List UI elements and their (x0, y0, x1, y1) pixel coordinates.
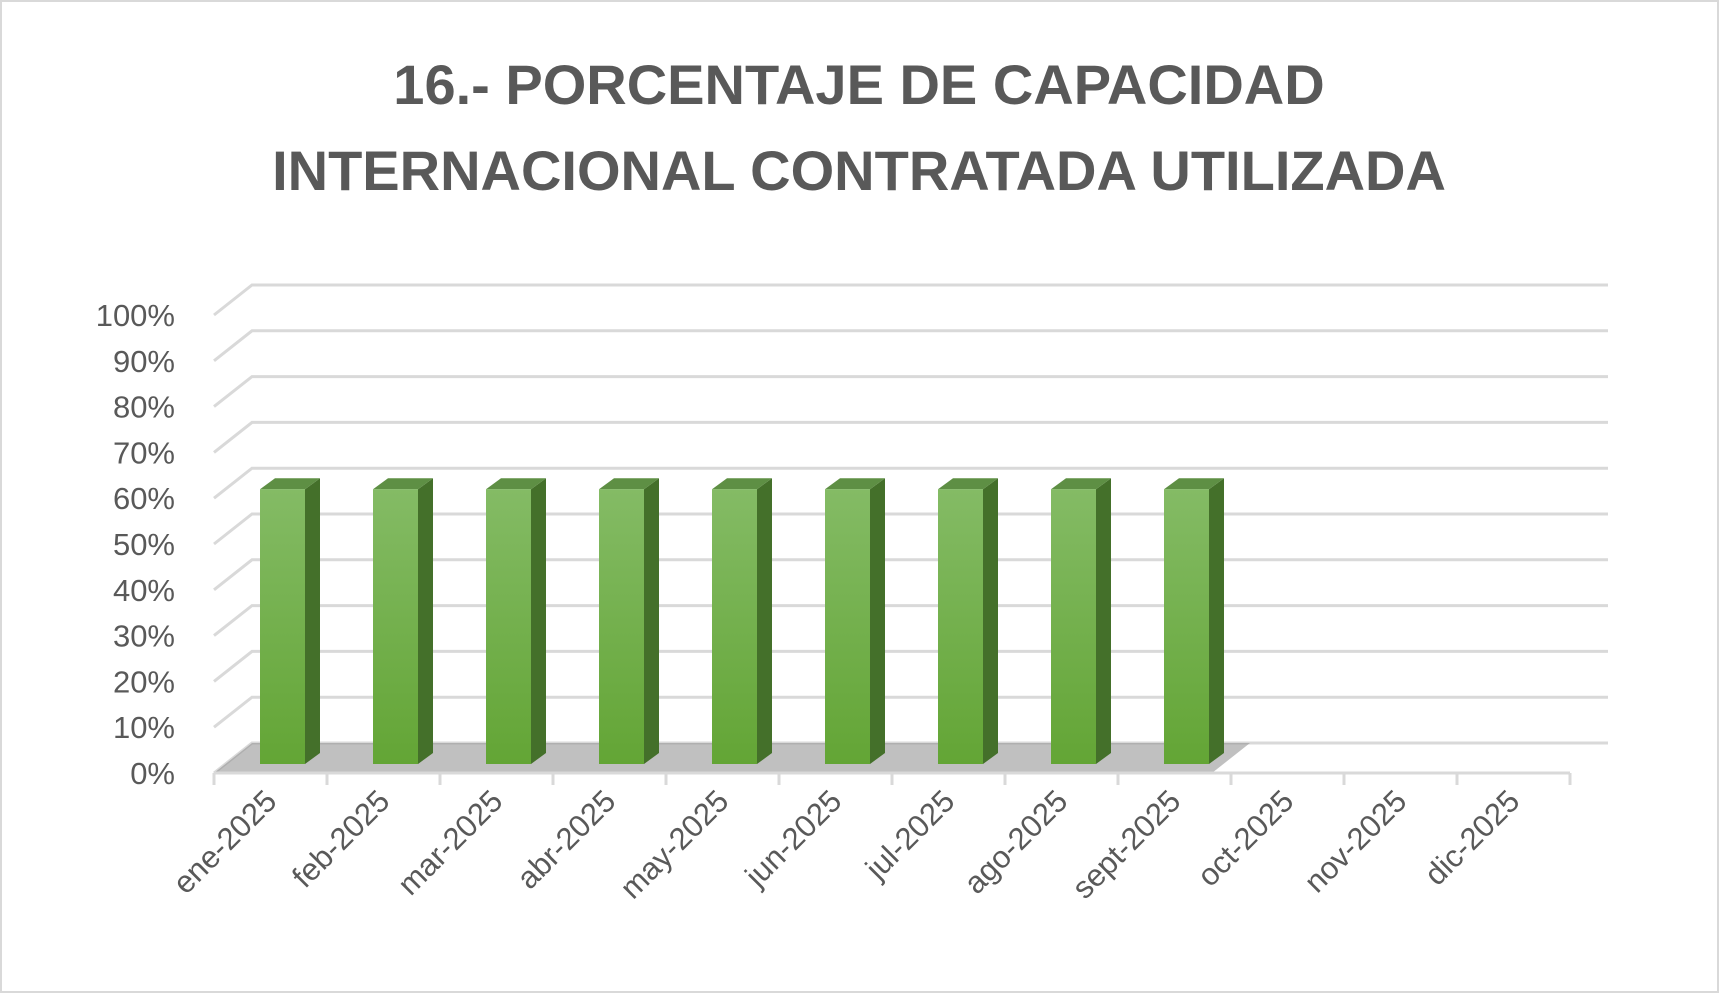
bar-top (599, 478, 659, 490)
bar-side (757, 478, 772, 764)
bar-top (373, 478, 433, 490)
bar-jun-2025 (825, 478, 885, 764)
y-tick-label: 70% (113, 435, 175, 470)
y-tick-label: 10% (113, 710, 175, 745)
y-axis-labels: 0% 10% 20% 30% 40% 50% 60% 70% 80% 90% 100% (96, 298, 175, 791)
bar-top (712, 478, 772, 490)
bar-side (418, 478, 433, 764)
bar-side (644, 478, 659, 764)
gridline (213, 604, 1608, 637)
gridline (213, 329, 1608, 362)
chart-title-line-1: 16.- PORCENTAJE DE CAPACIDAD (393, 53, 1324, 116)
y-tick-label: 0% (130, 756, 175, 791)
y-tick-label: 80% (113, 390, 175, 425)
bar-top (486, 478, 546, 490)
y-tick-label: 20% (113, 664, 175, 699)
y-tick-label: 60% (113, 481, 175, 516)
bar-front (1051, 489, 1096, 764)
gridline (213, 375, 1608, 408)
bar-side (531, 478, 546, 764)
gridline (213, 512, 1608, 546)
bar-front (938, 489, 983, 764)
gridline (213, 695, 1608, 729)
y-tick-label: 40% (113, 573, 175, 608)
y-tick-label: 30% (113, 619, 175, 654)
bar-sept-2025 (1164, 478, 1224, 764)
y-tick-label: 100% (96, 298, 175, 333)
bar-front (486, 489, 531, 764)
bar-front (260, 489, 305, 764)
bar-top (260, 478, 320, 490)
bars (260, 478, 1224, 764)
bar-side (1209, 478, 1224, 764)
bar-ene-2025 (260, 478, 320, 764)
chart-title-line-2: INTERNACIONAL CONTRATADA UTILIZADA (272, 139, 1446, 202)
bar-top (825, 478, 885, 490)
gridline (213, 558, 1608, 591)
bar-jul-2025 (938, 478, 998, 764)
bar-may-2025 (712, 478, 772, 764)
bar-top (1164, 478, 1224, 490)
y-tick-label: 90% (113, 344, 175, 379)
bar-feb-2025 (373, 478, 433, 764)
bar-side (305, 478, 320, 764)
y-tick-label: 50% (113, 527, 175, 562)
bar-front (599, 489, 644, 764)
bar-front (1164, 489, 1209, 764)
bar-ago-2025 (1051, 478, 1111, 764)
bar-top (1051, 478, 1111, 490)
bar-front (712, 489, 757, 764)
bar-top (938, 478, 998, 490)
bar-front (373, 489, 418, 764)
gridline (213, 283, 1608, 317)
gridline (213, 649, 1608, 683)
bar-mar-2025 (486, 478, 546, 764)
bar-side (870, 478, 885, 764)
gridline (213, 466, 1608, 500)
bar-abr-2025 (599, 478, 659, 764)
bar-side (983, 478, 998, 764)
bar-side (1096, 478, 1111, 764)
gridline (213, 420, 1608, 454)
bar-front (825, 489, 870, 764)
